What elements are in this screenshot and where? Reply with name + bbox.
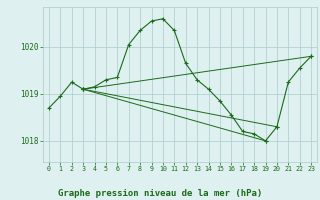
Text: Graphe pression niveau de la mer (hPa): Graphe pression niveau de la mer (hPa): [58, 189, 262, 198]
